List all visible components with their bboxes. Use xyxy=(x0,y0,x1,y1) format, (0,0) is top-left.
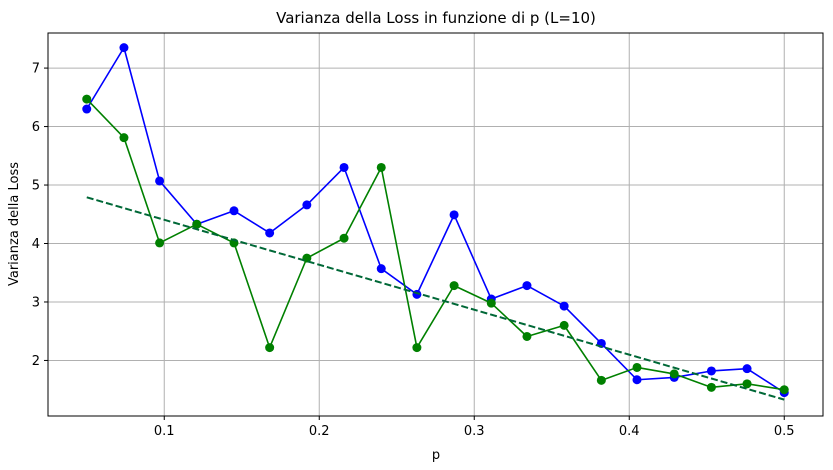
x-tick-label: 0.4 xyxy=(619,424,640,439)
y-tick-label: 2 xyxy=(32,354,40,369)
series-2-point xyxy=(155,238,165,248)
series-1-point xyxy=(449,210,459,220)
series-1-point xyxy=(302,200,312,210)
series-1-point xyxy=(82,104,92,114)
series-2-point xyxy=(339,233,349,243)
series-2-point xyxy=(82,94,92,104)
series-1-point xyxy=(522,281,532,291)
y-tick-label: 5 xyxy=(32,179,40,194)
series-2-point xyxy=(596,375,606,385)
series-1-point xyxy=(706,366,716,376)
series-2-point xyxy=(559,320,569,330)
series-1-point xyxy=(339,162,349,172)
x-tick-label: 0.1 xyxy=(154,424,175,439)
y-tick-label: 4 xyxy=(32,237,40,252)
axes-layer xyxy=(47,32,824,417)
y-tick-label: 7 xyxy=(32,62,40,77)
x-tick-label: 0.5 xyxy=(774,424,795,439)
grid-layer xyxy=(48,33,823,416)
x-tick-label: 0.2 xyxy=(309,424,330,439)
plot-frame xyxy=(47,32,824,417)
series-1-point xyxy=(119,43,129,53)
y-axis-label: Varianza della Loss xyxy=(7,162,22,286)
series-2-point xyxy=(632,362,642,372)
series-3-line xyxy=(86,196,785,401)
tick-layer: 0.1 0.2 0.3 0.4 0.5 2 3 4 5 6 7 xyxy=(32,62,795,439)
chart-title: Varianza della Loss in funzione di p (L=… xyxy=(276,9,596,27)
series-2-point xyxy=(522,331,532,341)
x-tick-label: 0.3 xyxy=(464,424,485,439)
series-1-point xyxy=(559,301,569,311)
series-2-point xyxy=(119,133,129,143)
series-2-point xyxy=(265,343,275,353)
y-tick-label: 3 xyxy=(32,295,40,310)
series-1-line xyxy=(86,46,785,394)
series-1-point xyxy=(229,206,239,216)
series-layer xyxy=(82,43,789,401)
series-2-point xyxy=(449,281,459,291)
series-2-point xyxy=(486,298,496,308)
series-2-point xyxy=(192,219,202,229)
series-1-point xyxy=(265,228,275,238)
series-1-point xyxy=(155,176,165,186)
series-1-point xyxy=(742,364,752,374)
series-2-point xyxy=(706,382,716,392)
series-2-line xyxy=(86,98,785,391)
series-1-point xyxy=(376,264,386,274)
x-axis-label: p xyxy=(432,448,440,463)
series-1-point xyxy=(632,375,642,385)
series-2-point xyxy=(376,162,386,172)
series-2-point xyxy=(779,385,789,395)
series-2-point xyxy=(669,369,679,379)
series-2-point xyxy=(412,343,422,353)
y-tick-label: 6 xyxy=(32,120,40,135)
series-2-point xyxy=(742,379,752,389)
